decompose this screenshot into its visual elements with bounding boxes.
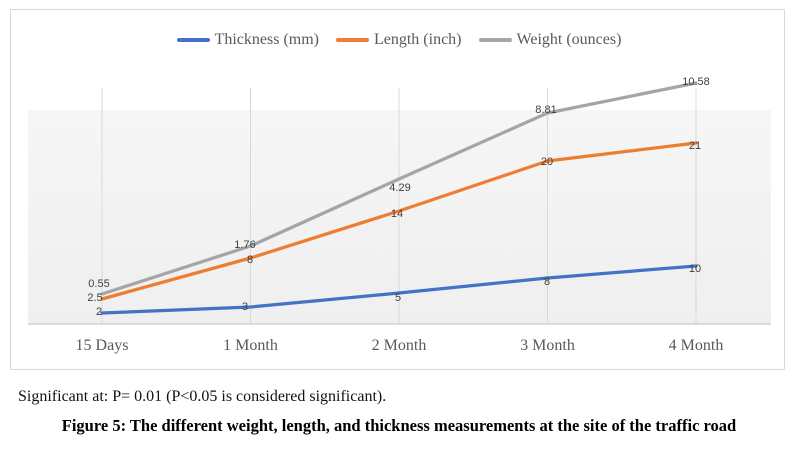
data-label-weight-ounces-4: 10.58 — [682, 76, 710, 88]
data-label-length-inch-3: 20 — [541, 156, 553, 168]
series-line-thickness-mm — [100, 264, 698, 315]
data-label-weight-ounces-2: 4.29 — [389, 182, 410, 194]
data-label-thickness-mm-2: 5 — [395, 292, 401, 304]
legend-marker-length-inch — [335, 38, 369, 42]
legend-label-length-inch: Length (inch) — [373, 31, 462, 48]
figure-caption: Figure 5: The different weight, length, … — [61, 416, 737, 435]
data-label-thickness-mm-4: 10 — [689, 263, 701, 275]
data-label-length-inch-0: 2.5 — [87, 292, 102, 304]
data-label-length-inch-1: 8 — [247, 254, 253, 266]
series-line-length-inch — [100, 141, 698, 301]
legend-item-length-inch: Length (inch) — [335, 31, 462, 49]
x-axis-label-15-days: 15 Days — [76, 337, 129, 354]
series-line-weight-ounces — [100, 81, 698, 296]
legend-marker-thickness-mm — [176, 38, 210, 42]
data-label-thickness-mm-1: 3 — [242, 301, 248, 313]
legend-item-weight-ounces: Weight (ounces) — [478, 31, 622, 49]
data-label-weight-ounces-0: 0.55 — [88, 278, 109, 290]
data-label-length-inch-2: 14 — [391, 208, 403, 220]
data-label-weight-ounces-3: 8.81 — [535, 104, 556, 116]
chart-legend: Thickness (mm) Length (inch) Weight (ounce… — [0, 31, 798, 49]
legend-label-weight-ounces: Weight (ounces) — [516, 31, 622, 48]
x-axis-label-2-month: 2 Month — [372, 337, 427, 354]
data-label-length-inch-4: 21 — [689, 140, 701, 152]
x-axis-label-4-month: 4 Month — [669, 337, 724, 354]
x-axis-label-1-month: 1 Month — [223, 337, 278, 354]
x-axis-label-3-month: 3 Month — [520, 337, 575, 354]
legend-label-thickness-mm: Thickness (mm) — [214, 31, 319, 48]
data-label-thickness-mm-3: 8 — [544, 276, 550, 288]
significance-note: Significant at: P= 0.01 (P<0.05 is consi… — [18, 388, 387, 405]
legend-marker-weight-ounces — [478, 38, 512, 42]
legend-item-thickness-mm: Thickness (mm) — [176, 31, 319, 49]
data-label-thickness-mm-0: 2 — [96, 306, 102, 318]
data-label-weight-ounces-1: 1.76 — [234, 239, 255, 251]
